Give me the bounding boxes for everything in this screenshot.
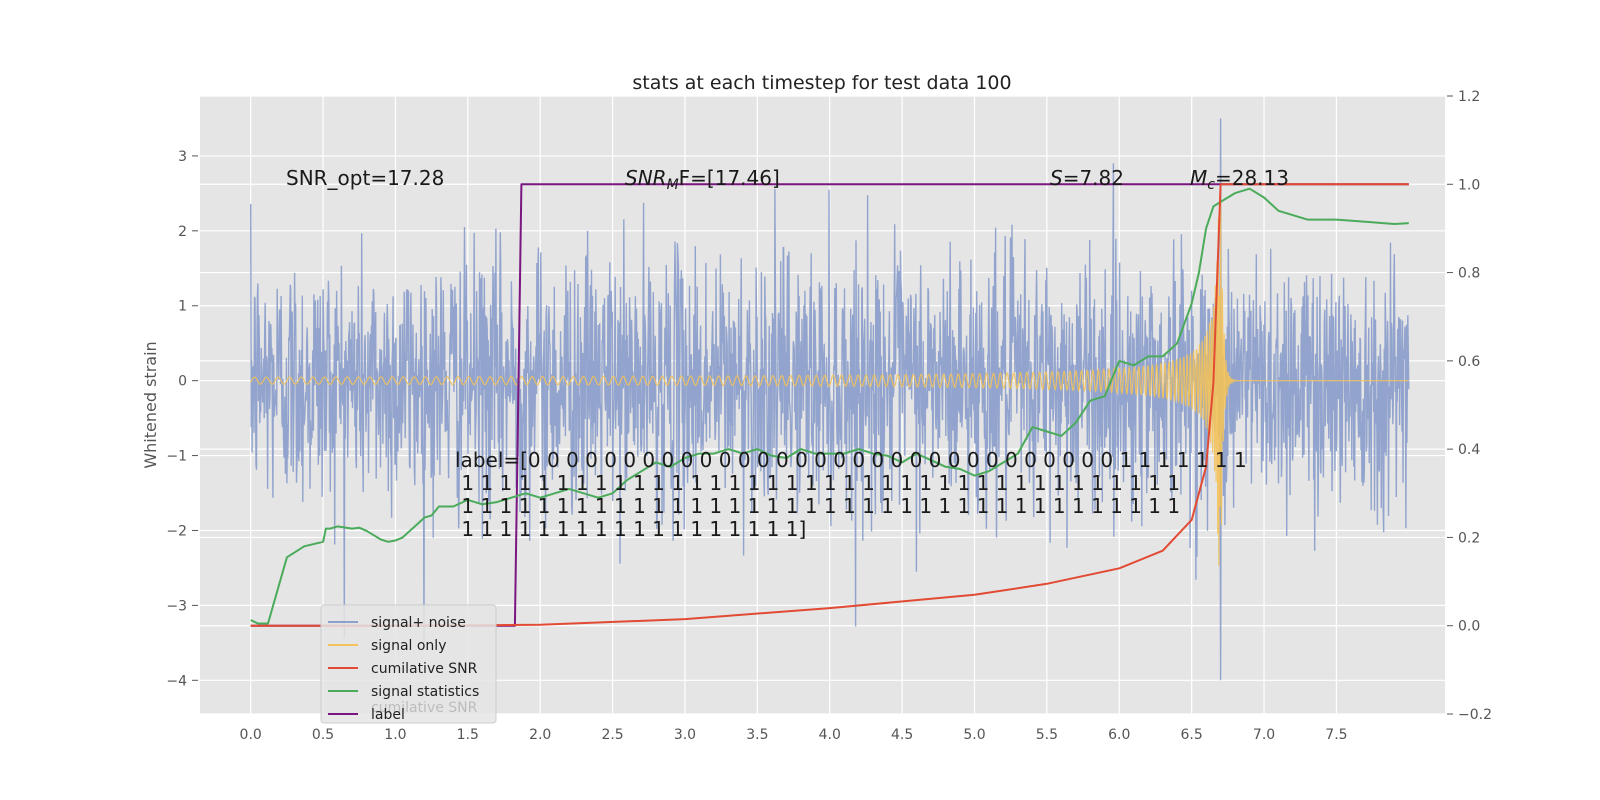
- y-right-tick-label: 0.8: [1458, 266, 1480, 282]
- legend-ghost-text: cumilative SNR: [371, 700, 478, 716]
- annotation-snr-mf-var: SNR: [625, 166, 667, 190]
- x-tick-label: 2.0: [529, 727, 551, 743]
- x-tick-label: 4.0: [819, 727, 841, 743]
- annotation-mc-rest: =28.13: [1215, 166, 1289, 190]
- legend-label: label: [371, 707, 405, 723]
- label-text-line-2: 1 1 1 1 1 1 1 1 1 1 1 1 1 1 1 1 1 1 1 1 …: [455, 471, 1180, 495]
- annotation-mc: Mc=28.13: [1190, 166, 1289, 193]
- y-tick-label: −1: [166, 449, 187, 465]
- y-tick-label: −2: [166, 523, 187, 539]
- y-right-tick-label: 1.0: [1458, 177, 1480, 193]
- label-text-block: label=[0 0 0 0 0 0 0 0 0 0 0 0 0 0 0 0 0…: [455, 448, 1247, 541]
- series-signal-statistics: [250, 187, 1409, 625]
- chart-title: stats at each timestep for test data 100: [632, 72, 1011, 94]
- label-text-line-4: 1 1 1 1 1 1 1 1 1 1 1 1 1 1 1 1 1 1]: [455, 517, 806, 541]
- x-tick-label: 1.0: [384, 727, 406, 743]
- x-tick-label: 4.5: [891, 727, 913, 743]
- x-tick-label: 5.5: [1036, 727, 1058, 743]
- y-right-tick-label: 0.6: [1458, 354, 1480, 370]
- annotation-mc-var: M: [1190, 166, 1207, 190]
- y-tick-label: 0: [178, 374, 187, 390]
- x-tick-label: 6.0: [1108, 727, 1130, 743]
- signal-only-line: [250, 201, 1409, 566]
- y-right-axis-ticks: −0.2 0.0 0.2 0.4 0.6 0.8 1.0 1.2: [1447, 89, 1492, 723]
- y-tick-label: 2: [178, 224, 187, 240]
- annotation-snr-opt: SNR_opt=17.28: [286, 166, 444, 190]
- annotation-s-rest: =7.82: [1063, 166, 1124, 190]
- y-axis-label: Whitened strain: [141, 341, 160, 468]
- x-tick-label: 1.5: [457, 727, 479, 743]
- y-right-tick-label: −0.2: [1458, 707, 1492, 723]
- x-tick-label: 3.5: [746, 727, 768, 743]
- x-tick-label: 5.0: [963, 727, 985, 743]
- y-tick-label: 1: [178, 299, 187, 315]
- annotation-snr-mf-sub: M: [667, 177, 679, 193]
- legend-label: signal+ noise: [371, 615, 466, 631]
- annotation-s-var: S: [1050, 166, 1063, 190]
- y-tick-label: −4: [166, 673, 187, 689]
- x-tick-label: 0.0: [240, 727, 262, 743]
- annotation-snr-mf-rest: F=[17.46]: [679, 166, 780, 190]
- y-tick-label: −3: [166, 598, 187, 614]
- annotation-snr-mf: SNRMF=[17.46]: [625, 166, 780, 193]
- annotation-s: S=7.82: [1050, 166, 1124, 190]
- y-right-tick-label: 1.2: [1458, 89, 1480, 105]
- label-text-line-1: label=[0 0 0 0 0 0 0 0 0 0 0 0 0 0 0 0 0…: [455, 448, 1247, 472]
- label-text-line-3: 1 1 1 1 1 1 1 1 1 1 1 1 1 1 1 1 1 1 1 1 …: [455, 494, 1180, 518]
- series-cumulative-snr: [250, 183, 1409, 627]
- x-axis-ticks: 0.0 0.5 1.0 1.5 2.0 2.5 3.0 3.5 4.0 4.5 5.0 5.5 6.0 6…: [240, 727, 1348, 743]
- x-tick-label: 2.5: [601, 727, 623, 743]
- y-right-tick-label: 0.4: [1458, 442, 1480, 458]
- legend-label: signal statistics: [371, 684, 479, 700]
- y-right-tick-label: 0.2: [1458, 530, 1480, 546]
- x-tick-label: 7.0: [1253, 727, 1275, 743]
- signal-statistics-line: [250, 187, 1409, 625]
- cumulative-snr-line: [250, 183, 1409, 627]
- x-tick-label: 3.0: [674, 727, 696, 743]
- y-tick-label: 3: [178, 149, 187, 165]
- legend-label: cumilative SNR: [371, 661, 478, 677]
- series-signal-only: [250, 201, 1409, 566]
- x-tick-label: 6.5: [1181, 727, 1203, 743]
- y-axis-ticks: −4 −3 −2 −1 0 1 2 3: [166, 149, 198, 689]
- legend-box: [320, 604, 497, 724]
- legend-label: signal only: [371, 638, 446, 654]
- annotation-mc-sub: c: [1207, 177, 1215, 193]
- y-right-tick-label: 0.0: [1458, 619, 1480, 635]
- legend: cumilative SNR signal+ noise signal only c…: [320, 604, 497, 724]
- x-tick-label: 0.5: [312, 727, 334, 743]
- x-tick-label: 7.5: [1325, 727, 1347, 743]
